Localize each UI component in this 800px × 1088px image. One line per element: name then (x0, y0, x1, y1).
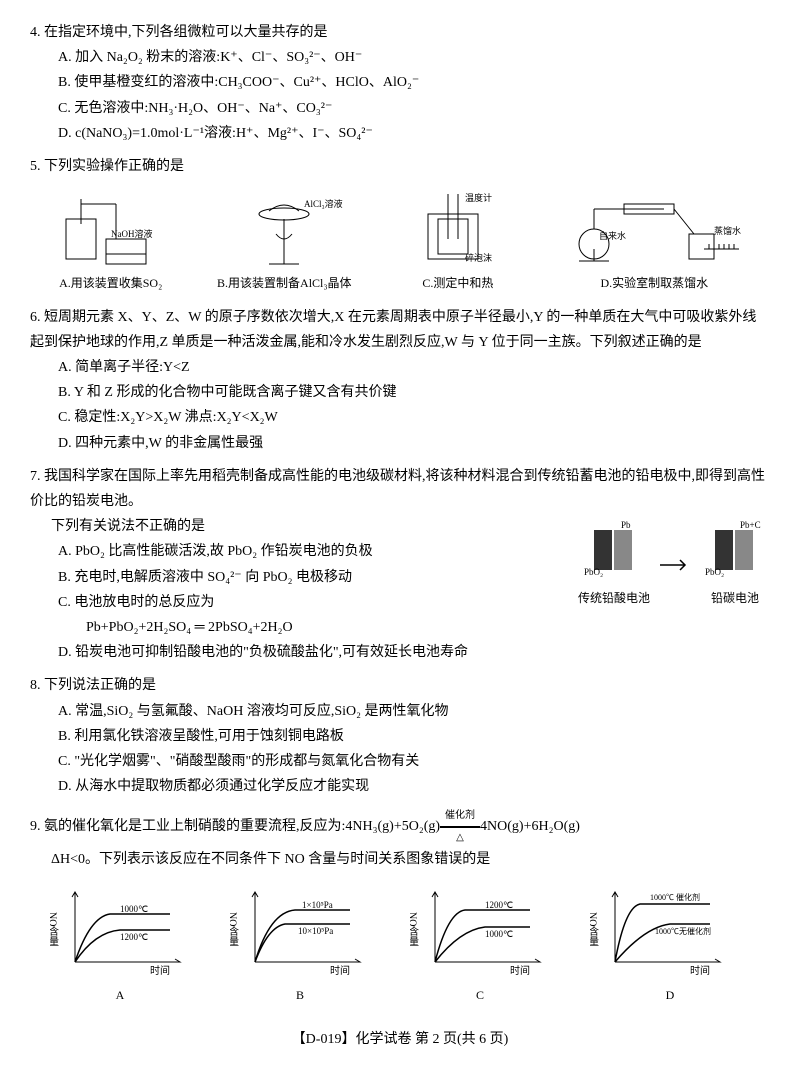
q6-opt-c: C. 稳定性:X₂Y>X₂W 沸点:X₂Y<X₂W (30, 405, 770, 430)
battery-right-icon: PbO₂ Pb+C (700, 520, 770, 580)
apparatus-a-icon: NaOH溶液 (56, 189, 166, 269)
chart-d-icon: 1000℃ 催化剂 1000℃无催化剂 NO含量 时间 (590, 882, 750, 977)
q4-opt-b: B. 使甲基橙变红的溶液中:CH₃COO⁻、Cu²⁺、HClO、AlO₂⁻ (30, 70, 770, 95)
q7-stem: 7. 我国科学家在国际上率先用稻壳制备成高性能的电池级碳材料,将该种材料混合到传… (30, 464, 770, 514)
svg-text:温度计: 温度计 (465, 192, 492, 203)
q7-opt-b: B. 充电时,电解质溶液中 SO₄²⁻ 向 PbO₂ 电极移动 (30, 565, 578, 590)
svg-text:1200℃: 1200℃ (485, 900, 513, 910)
battery-left-icon: PbO₂ Pb (579, 520, 649, 580)
q7-battery-diagram: PbO₂ Pb 传统铅酸电池 PbO₂ Pb+C 铅碳电池 (578, 518, 770, 611)
q5-diagram-c: 温度计 碎泡沫 C.测定中和热 (403, 189, 513, 295)
q9-charts: 1000℃ 1200℃ NO含量 时间 A 1×10⁵Pa 10×10⁵Pa N… (30, 882, 770, 1006)
svg-text:AlCl₃溶液: AlCl₃溶液 (304, 198, 343, 209)
chart-c-icon: 1200℃ 1000℃ NO含量 时间 (410, 882, 550, 977)
apparatus-d-icon: 自来水 蒸馏水 (564, 189, 744, 269)
q6-stem: 6. 短周期元素 X、Y、Z、W 的原子序数依次增大,X 在元素周期表中原子半径… (30, 305, 770, 355)
q7-opt-c: C. 电池放电时的总反应为 (30, 590, 578, 615)
q8-opt-b: B. 利用氯化铁溶液呈酸性,可用于蚀刻铜电路板 (30, 724, 770, 749)
q5-stem: 5. 下列实验操作正确的是 (30, 154, 770, 179)
q7-opt-a: A. PbO₂ 比高性能碳活泼,故 PbO₂ 作铅炭电池的负极 (30, 539, 578, 564)
q5-label-c: C.测定中和热 (403, 273, 513, 295)
q5-diagram-a: NaOH溶液 A.用该装置收集SO₂ (56, 189, 166, 295)
svg-text:1000℃ 催化剂: 1000℃ 催化剂 (650, 892, 700, 902)
q8-opt-c: C. "光化学烟雾"、"硝酸型酸雨"的形成都与氮氧化合物有关 (30, 749, 770, 774)
svg-text:NO含量: NO含量 (50, 912, 59, 946)
question-9: 9. 氨的催化氧化是工业上制硝酸的重要流程,反应为:4NH₃(g)+5O₂(g)… (30, 807, 770, 1006)
chart-b-icon: 1×10⁵Pa 10×10⁵Pa NO含量 时间 (230, 882, 370, 977)
question-8: 8. 下列说法正确的是 A. 常温,SiO₂ 与氢氟酸、NaOH 溶液均可反应,… (30, 673, 770, 799)
chart-a-icon: 1000℃ 1200℃ NO含量 时间 (50, 882, 190, 977)
q7-eq: Pb+PbO₂+2H₂SO₄ ═ 2PbSO₄+2H₂O (30, 615, 770, 640)
q4-opt-c: C. 无色溶液中:NH₃·H₂O、OH⁻、Na⁺、CO₃²⁻ (30, 96, 770, 121)
svg-text:PbO₂: PbO₂ (584, 567, 603, 577)
q8-opt-d: D. 从海水中提取物质都必须通过化学反应才能实现 (30, 774, 770, 799)
svg-text:1000℃无催化剂: 1000℃无催化剂 (655, 926, 711, 936)
q5-diagrams: NaOH溶液 A.用该装置收集SO₂ AlCl₃溶液 B.用该装置制备AlCl₃… (30, 189, 770, 295)
svg-text:NaOH溶液: NaOH溶液 (111, 228, 153, 239)
svg-text:碎泡沫: 碎泡沫 (465, 252, 492, 263)
q7-opt-d: D. 铅炭电池可抑制铅酸电池的"负极硫酸盐化",可有效延长电池寿命 (30, 640, 770, 665)
svg-text:时间: 时间 (330, 964, 350, 977)
svg-text:1200℃: 1200℃ (120, 932, 148, 942)
page-footer: 【D-019】化学试卷 第 2 页(共 6 页) (30, 1027, 770, 1052)
q5-label-d: D.实验室制取蒸馏水 (564, 273, 744, 295)
question-4: 4. 在指定环境中,下列各组微粒可以大量共存的是 A. 加入 Na₂O₂ 粉末的… (30, 20, 770, 146)
question-7: 7. 我国科学家在国际上率先用稻壳制备成高性能的电池级碳材料,将该种材料混合到传… (30, 464, 770, 666)
q9-chart-c: 1200℃ 1000℃ NO含量 时间 C (410, 882, 550, 1006)
svg-text:NO含量: NO含量 (410, 912, 419, 946)
svg-text:时间: 时间 (150, 964, 170, 977)
svg-text:时间: 时间 (690, 964, 710, 977)
svg-text:1×10⁵Pa: 1×10⁵Pa (302, 900, 333, 910)
q6-opt-a: A. 简单离子半径:Y<Z (30, 355, 770, 380)
q4-opt-a: A. 加入 Na₂O₂ 粉末的溶液:K⁺、Cl⁻、SO₃²⁻、OH⁻ (30, 45, 770, 70)
svg-text:自来水: 自来水 (599, 230, 626, 241)
svg-text:PbO₂: PbO₂ (705, 567, 724, 577)
apparatus-b-icon: AlCl₃溶液 (224, 189, 344, 269)
q9-chart-a: 1000℃ 1200℃ NO含量 时间 A (50, 882, 190, 1006)
q5-label-a: A.用该装置收集SO₂ (56, 273, 166, 295)
q6-opt-d: D. 四种元素中,W 的非金属性最强 (30, 431, 770, 456)
apparatus-c-icon: 温度计 碎泡沫 (403, 189, 513, 269)
q4-stem: 4. 在指定环境中,下列各组微粒可以大量共存的是 (30, 20, 770, 45)
q9-chart-b: 1×10⁵Pa 10×10⁵Pa NO含量 时间 B (230, 882, 370, 1006)
q5-diagram-d: 自来水 蒸馏水 D.实验室制取蒸馏水 (564, 189, 744, 295)
svg-text:Pb+C: Pb+C (740, 520, 761, 530)
q7-sub: 下列有关说法不正确的是 (30, 514, 578, 539)
svg-text:10×10⁵Pa: 10×10⁵Pa (298, 926, 333, 936)
arrow-icon (660, 555, 690, 575)
q5-diagram-b: AlCl₃溶液 B.用该装置制备AlCl₃晶体 (217, 189, 352, 295)
q9-stem3: ΔH<0。下列表示该反应在不同条件下 NO 含量与时间关系图象错误的是 (30, 847, 770, 872)
svg-text:时间: 时间 (510, 964, 530, 977)
q8-stem: 8. 下列说法正确的是 (30, 673, 770, 698)
q9-chart-d: 1000℃ 催化剂 1000℃无催化剂 NO含量 时间 D (590, 882, 750, 1006)
svg-text:NO含量: NO含量 (230, 912, 239, 946)
question-6: 6. 短周期元素 X、Y、Z、W 的原子序数依次增大,X 在元素周期表中原子半径… (30, 305, 770, 456)
q8-opt-a: A. 常温,SiO₂ 与氢氟酸、NaOH 溶液均可反应,SiO₂ 是两性氧化物 (30, 699, 770, 724)
q6-opt-b: B. Y 和 Z 形成的化合物中可能既含离子键又含有共价键 (30, 380, 770, 405)
q5-label-b: B.用该装置制备AlCl₃晶体 (217, 273, 352, 295)
svg-text:NO含量: NO含量 (590, 912, 599, 946)
q4-opt-d: D. c(NaNO₃)=1.0mol·L⁻¹溶液:H⁺、Mg²⁺、I⁻、SO₄²… (30, 121, 770, 146)
svg-text:蒸馏水: 蒸馏水 (714, 225, 741, 236)
svg-text:1000℃: 1000℃ (485, 929, 513, 939)
svg-text:1000℃: 1000℃ (120, 904, 148, 914)
question-5: 5. 下列实验操作正确的是 NaOH溶液 A.用该装置收集SO₂ AlCl₃溶液 (30, 154, 770, 295)
q9-stem: 9. 氨的催化氧化是工业上制硝酸的重要流程,反应为:4NH₃(g)+5O₂(g)… (30, 807, 770, 847)
svg-text:Pb: Pb (621, 520, 631, 530)
